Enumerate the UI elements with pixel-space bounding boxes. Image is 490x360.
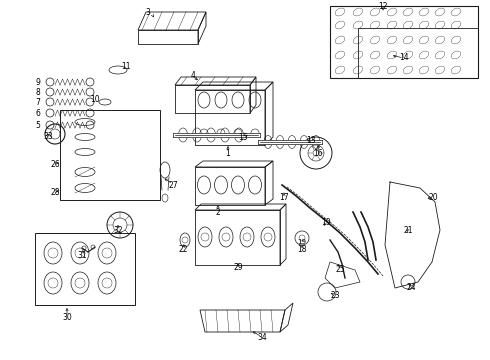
Text: 17: 17 <box>279 193 289 202</box>
Text: 3: 3 <box>146 8 150 17</box>
Text: 13: 13 <box>306 135 316 144</box>
Text: 27: 27 <box>168 180 178 189</box>
Bar <box>60 110 160 200</box>
Text: 30: 30 <box>62 314 72 323</box>
Text: 12: 12 <box>378 1 388 10</box>
Text: 29: 29 <box>233 264 243 273</box>
Text: 31: 31 <box>77 252 87 261</box>
Text: 32: 32 <box>113 225 123 234</box>
Text: 26: 26 <box>50 159 60 168</box>
Text: 8: 8 <box>36 87 40 96</box>
Text: 15: 15 <box>238 132 248 141</box>
Text: 19: 19 <box>297 239 307 245</box>
Text: 18: 18 <box>297 244 307 253</box>
Text: 5: 5 <box>36 121 41 130</box>
Bar <box>195 90 265 145</box>
Text: 2: 2 <box>216 207 220 216</box>
Text: 21: 21 <box>403 225 413 234</box>
Text: 11: 11 <box>121 62 131 71</box>
Text: 9: 9 <box>36 77 41 86</box>
Text: 7: 7 <box>36 98 41 107</box>
Text: 20: 20 <box>428 193 438 202</box>
Text: 6: 6 <box>36 108 41 117</box>
Bar <box>35 233 135 305</box>
Text: 22: 22 <box>178 246 188 255</box>
Text: 1: 1 <box>225 149 230 158</box>
Text: 33: 33 <box>43 131 53 140</box>
Text: 23: 23 <box>330 292 340 301</box>
Text: 19: 19 <box>321 217 331 226</box>
Text: 28: 28 <box>50 188 60 197</box>
Bar <box>330 6 478 78</box>
Text: 14: 14 <box>399 53 409 62</box>
Text: 4: 4 <box>191 71 196 80</box>
Text: 25: 25 <box>335 266 345 275</box>
Bar <box>358 28 478 78</box>
Text: 34: 34 <box>257 333 267 342</box>
Text: 24: 24 <box>406 284 416 292</box>
Bar <box>195 210 280 265</box>
Text: 16: 16 <box>313 149 323 158</box>
Text: 10: 10 <box>90 95 100 104</box>
Bar <box>195 167 265 205</box>
